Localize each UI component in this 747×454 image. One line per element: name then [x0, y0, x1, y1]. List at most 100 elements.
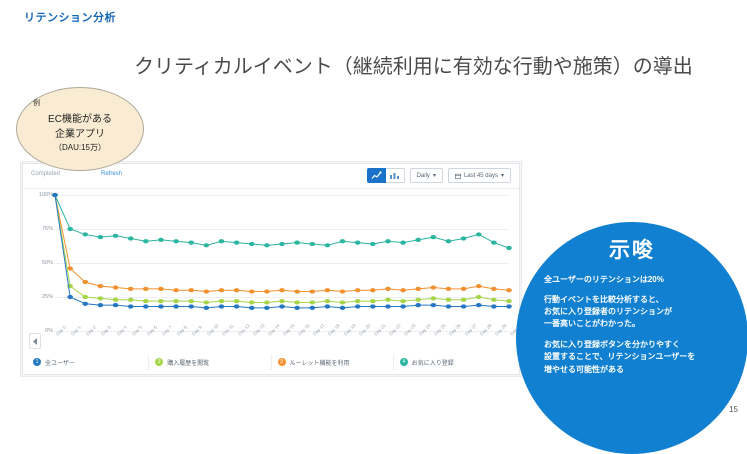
series-point [97, 284, 104, 289]
date-range-dropdown[interactable]: Last 45 days ▾ [447, 168, 511, 183]
series-point [324, 288, 331, 293]
series-point [475, 294, 482, 300]
series-point [264, 289, 270, 294]
series-point [415, 303, 422, 308]
series-point [339, 300, 346, 305]
series-point [430, 285, 437, 290]
series-point [264, 243, 270, 248]
series-point [279, 241, 285, 247]
series-point [491, 304, 497, 309]
example-callout-ellipse: 例 EC機能がある 企業アプリ （DAU:15万） [16, 87, 144, 171]
series-point [173, 288, 179, 293]
series-point [475, 232, 482, 237]
series-point [82, 279, 89, 285]
y-axis-labels: 0% 25% 50% 75% 100% [27, 192, 53, 334]
series-point [52, 192, 58, 198]
series-point [491, 297, 497, 302]
panel-status-text: Completed [31, 171, 61, 177]
series-point [248, 289, 255, 294]
series-point [67, 294, 73, 300]
legend-item[interactable]: 1 全ユーザー [27, 354, 150, 370]
insight-line: 増やせる可能性がある [544, 364, 624, 374]
series-point [354, 288, 361, 293]
series-point [248, 305, 255, 310]
toolbar-controls: Daily ▾ Last 45 days ▾ [366, 168, 511, 183]
series-point [233, 304, 240, 309]
legend-item[interactable]: 3 ルーレット機能を利用 [272, 354, 394, 370]
page-title: クリティカルイベント（継続利用に有効な行動や施策）の導出 [134, 56, 693, 78]
series-point [97, 303, 104, 308]
legend-label: 購入履歴を閲覧 [167, 360, 210, 367]
series-point [112, 233, 119, 238]
insight-line: お気に入り登録者のリテンションが [544, 306, 672, 316]
legend-label: ルーレット機能を利用 [289, 360, 350, 367]
callout-line-3: （DAU:15万） [53, 143, 106, 152]
series-point [294, 289, 300, 294]
bar-chart-toggle-button[interactable] [385, 168, 405, 183]
legend-marker-icon: 3 [277, 358, 286, 366]
legend-label: 全ユーザー [45, 360, 75, 367]
series-point [112, 297, 119, 302]
series-point [142, 304, 149, 309]
bar-chart-icon [390, 173, 400, 179]
series-point [127, 286, 134, 291]
series-point [415, 237, 422, 242]
insight-body: 全ユーザーのリテンションは20% 行動イベントを比較分析すると、 お気に入り登録者… [544, 274, 730, 376]
series-point [430, 303, 437, 308]
series-point [233, 240, 240, 245]
series-point [369, 298, 376, 304]
insight-line: 設置することで、リテンションユーザーを [544, 352, 696, 362]
legend-marker-icon: 4 [399, 358, 408, 366]
series-point [491, 240, 497, 245]
legend-item[interactable]: 2 購入履歴を閲覧 [149, 354, 272, 370]
series-point [112, 303, 119, 308]
chart-legend: 1 全ユーザー 2 購入履歴を閲覧 3 ルーレット機能を利用 4 お気に入り登録 [27, 354, 515, 370]
series-point [491, 286, 497, 291]
chevron-left-icon [32, 337, 37, 345]
retention-chart: 0% 25% 50% 75% 100% Day 0 Day 1 Day 2 Day 3 Day … [23, 189, 523, 374]
series-point [460, 286, 467, 291]
series-point [385, 286, 391, 291]
series-point [354, 298, 361, 304]
series-point [203, 289, 210, 294]
series-point [233, 298, 240, 304]
series-point [385, 304, 391, 309]
series-point [97, 296, 104, 301]
legend-item[interactable]: 4 お気に入り登録 [394, 354, 515, 370]
scroll-left-button[interactable] [29, 333, 41, 349]
series-point [369, 241, 376, 247]
gridline [55, 195, 509, 196]
series-point [67, 226, 73, 232]
series-point [400, 288, 406, 293]
legend-label: お気に入り登録 [411, 360, 454, 367]
y-axis-tick: 0% [45, 328, 53, 334]
series-point [158, 286, 164, 291]
series-point [264, 305, 270, 310]
series-point [400, 304, 406, 309]
series-point [142, 298, 149, 304]
insight-paragraph-2: お気に入り登録ボタンを分かりやすく 設置することで、リテンションユーザーを 増やせる… [544, 339, 730, 376]
granularity-dropdown[interactable]: Daily ▾ [409, 168, 443, 183]
series-point [339, 305, 346, 310]
series-line [55, 195, 509, 302]
series-point [142, 239, 149, 244]
series-point [158, 298, 164, 304]
legend-marker-icon: 2 [155, 358, 164, 366]
series-point [203, 300, 210, 305]
plot-grid-area [52, 192, 512, 332]
series-point [460, 304, 467, 309]
refresh-link[interactable]: Refresh [101, 171, 123, 177]
insight-line: 行動イベントを比較分析すると、 [544, 294, 664, 304]
series-point [67, 266, 73, 271]
series-point [354, 240, 361, 245]
gridline [55, 297, 509, 298]
line-chart-toggle-button[interactable] [366, 168, 386, 183]
series-point [460, 297, 467, 302]
series-point [460, 236, 467, 241]
chevron-down-icon: ▾ [500, 173, 504, 179]
y-axis-tick: 50% [41, 260, 53, 266]
series-point [158, 304, 164, 309]
series-point [339, 239, 346, 244]
series-point [173, 239, 179, 244]
series-point [188, 298, 195, 304]
